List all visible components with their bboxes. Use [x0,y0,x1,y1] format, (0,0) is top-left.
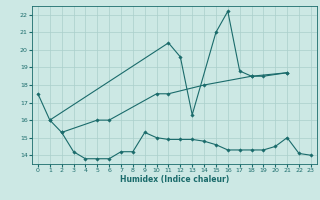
X-axis label: Humidex (Indice chaleur): Humidex (Indice chaleur) [120,175,229,184]
